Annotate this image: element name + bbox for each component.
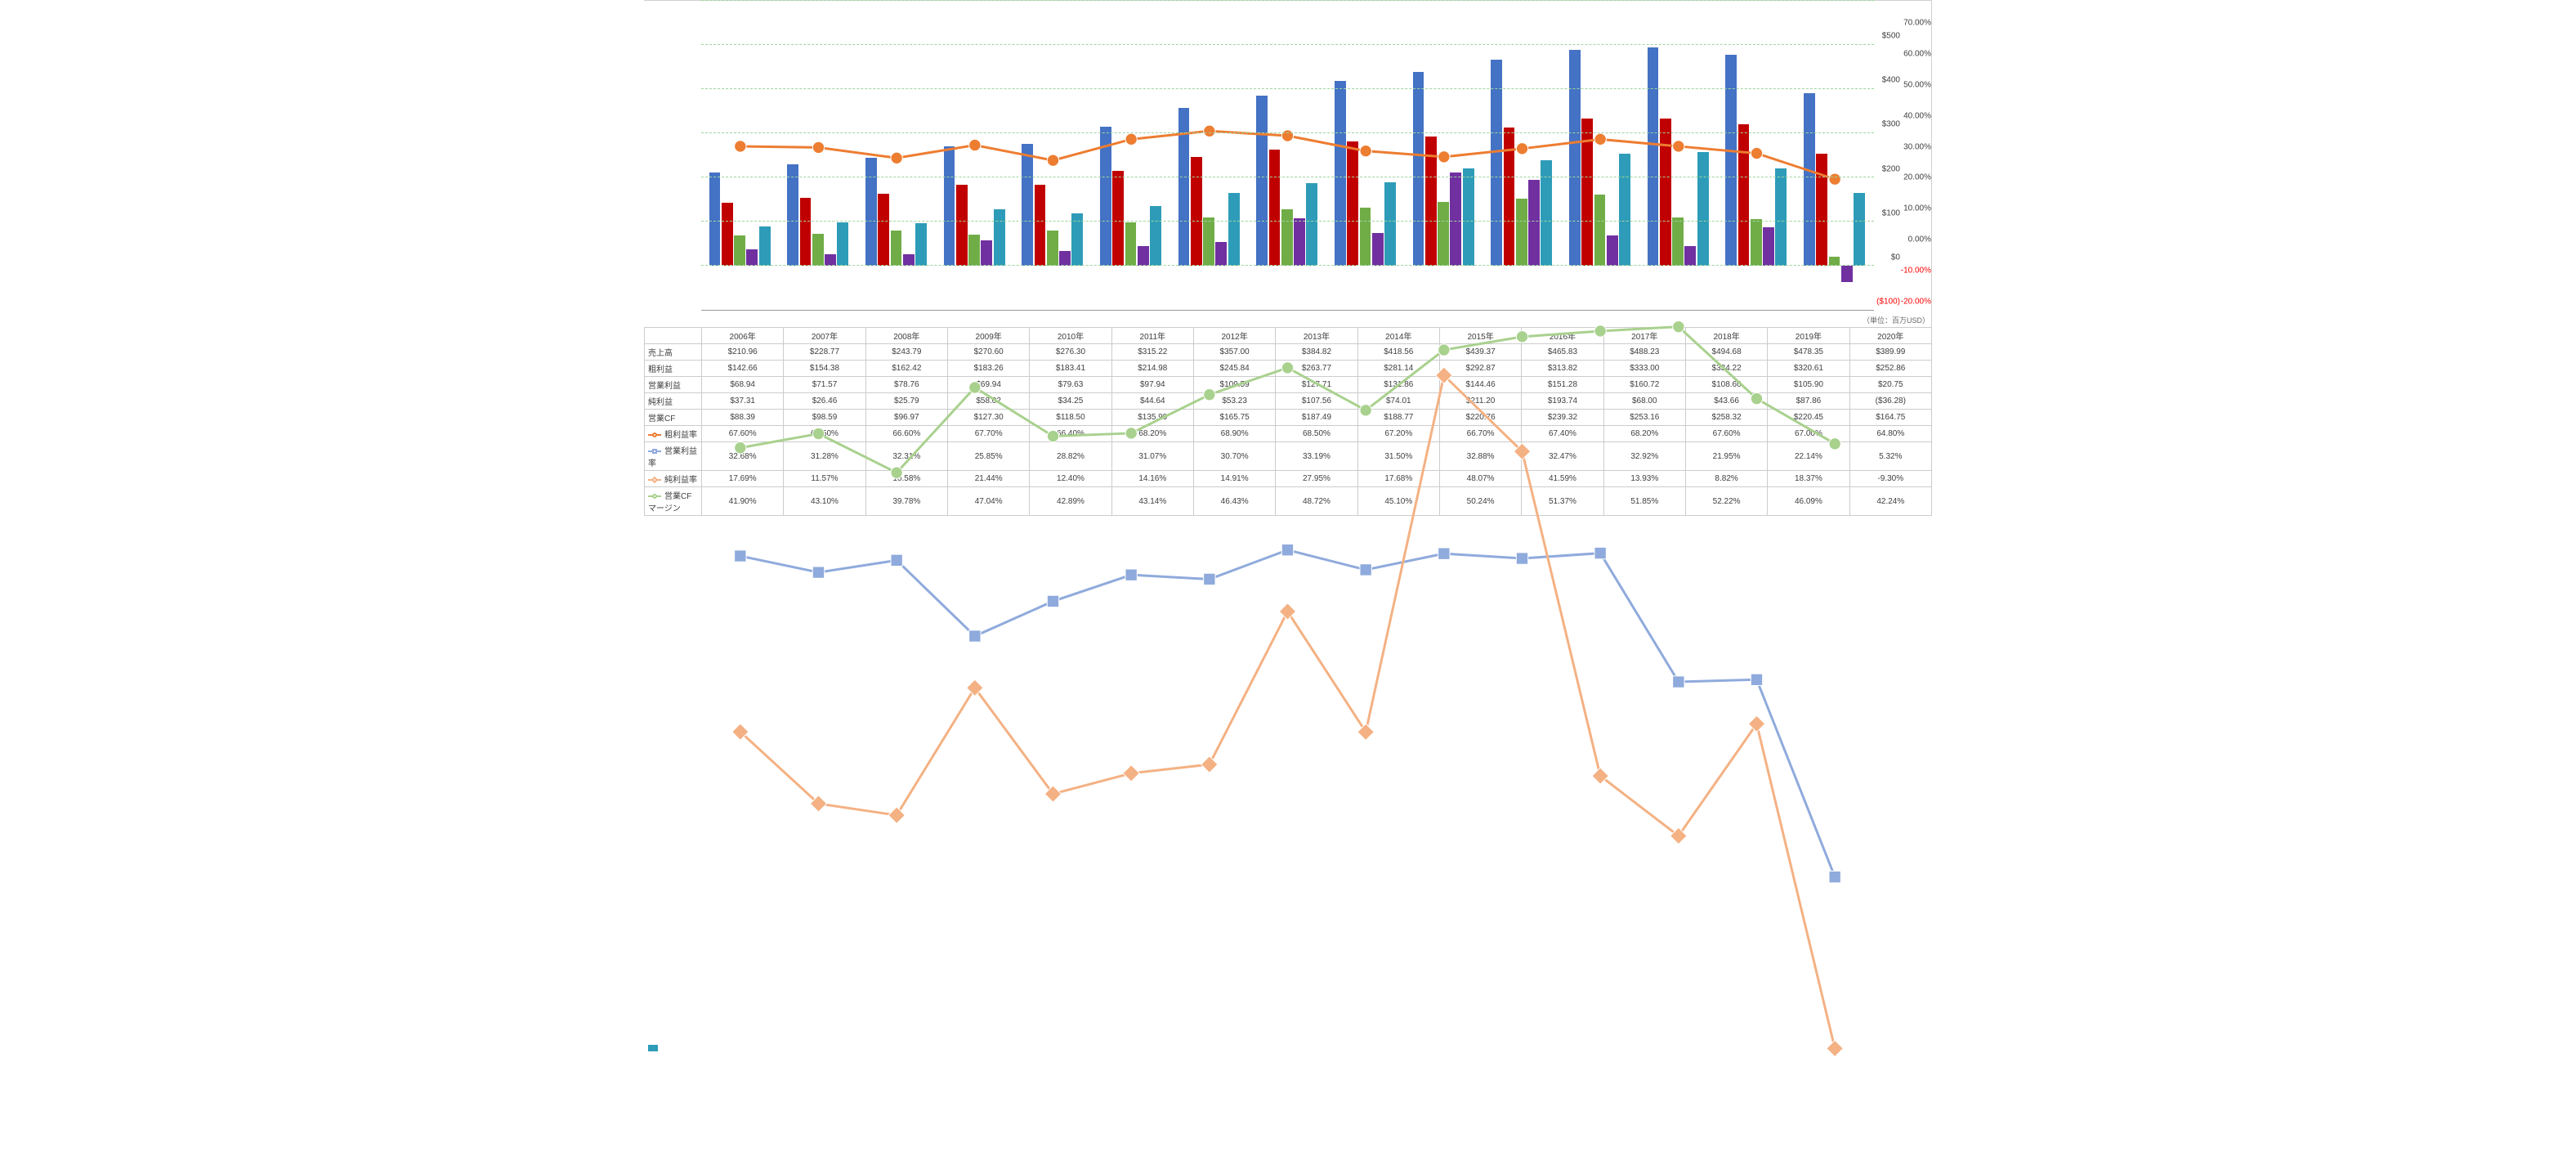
unit-note: （単位：百万USD） [1863, 315, 1930, 325]
row-label: 粗利益 [645, 361, 702, 377]
plot-region [701, 1, 1874, 311]
chart-area: ($100)$0$100$200$300$400$500$600 -20.00%… [644, 0, 1932, 327]
y-axis-right: -20.00%-10.00%0.00%10.00%20.00%30.00%40.… [1900, 1, 1931, 311]
y-axis-left: ($100)$0$100$200$300$400$500$600 [1871, 1, 1900, 311]
row-label: 営業利益 [645, 377, 702, 393]
row-label: 純利益率 [645, 471, 702, 487]
row-label: 営業利益率 [645, 442, 702, 471]
line-op_m [740, 550, 1835, 877]
row-label: 営業CF [645, 410, 702, 426]
chart-container: ($100)$0$100$200$300$400$500$600 -20.00%… [644, 0, 1932, 516]
line-cf_m [740, 327, 1835, 473]
row-label: 粗利益率 [645, 426, 702, 442]
row-label: 純利益 [645, 393, 702, 410]
row-label: 営業CFマージン [645, 487, 702, 516]
row-label: 売上高 [645, 344, 702, 361]
line-net_m [740, 375, 1835, 1048]
